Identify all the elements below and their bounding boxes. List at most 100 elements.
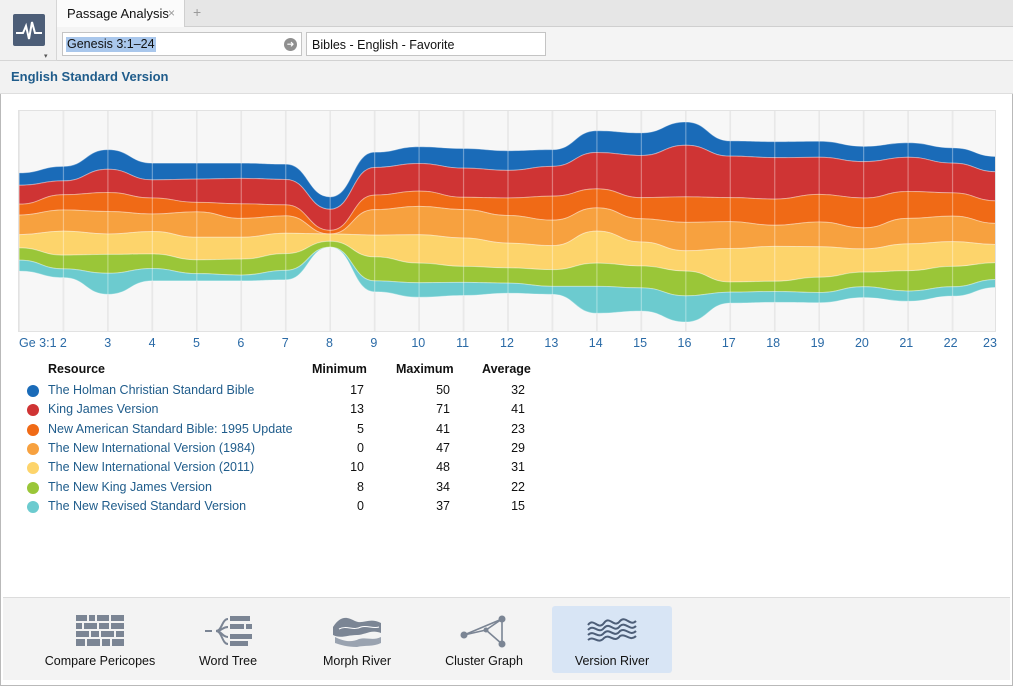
word-tree-button[interactable]: Word Tree bbox=[168, 606, 288, 673]
verse-label[interactable]: 10 bbox=[411, 336, 426, 350]
min-value: 17 bbox=[350, 383, 364, 397]
header-resource: Resource bbox=[48, 362, 105, 376]
max-value: 34 bbox=[436, 479, 450, 494]
add-tab-icon[interactable]: + bbox=[193, 4, 202, 20]
passage-analysis-icon bbox=[13, 14, 45, 46]
version-river-icon bbox=[587, 618, 637, 642]
verse-label[interactable]: 11 bbox=[456, 336, 470, 350]
tab-passage-analysis[interactable]: Passage Analysis × bbox=[57, 0, 185, 27]
max-value: 48 bbox=[436, 460, 450, 475]
verse-label[interactable]: 5 bbox=[192, 336, 200, 350]
collection-input[interactable]: Bibles - English - Favorite bbox=[306, 32, 546, 56]
verse-label[interactable]: 17 bbox=[721, 336, 736, 350]
verse-label[interactable]: 22 bbox=[943, 336, 958, 350]
avg-value: 15 bbox=[511, 498, 525, 513]
tab-label: Passage Analysis bbox=[67, 6, 169, 21]
avg-value: 32 bbox=[511, 383, 525, 397]
verse-label[interactable]: 20 bbox=[854, 336, 869, 350]
min-value: 13 bbox=[350, 402, 364, 417]
avg-value: 29 bbox=[511, 440, 525, 455]
max-value: 37 bbox=[436, 498, 450, 513]
verse-label[interactable]: 15 bbox=[633, 336, 648, 350]
verse-label[interactable]: 21 bbox=[899, 336, 914, 350]
verse-label[interactable]: 3 bbox=[104, 336, 112, 350]
min-value: 0 bbox=[357, 440, 364, 455]
resource-link[interactable]: The Holman Christian Standard Bible bbox=[48, 383, 255, 397]
avg-value: 41 bbox=[511, 402, 525, 417]
section-header: English Standard Version bbox=[0, 61, 1013, 94]
max-value: 47 bbox=[436, 440, 450, 455]
verse-label[interactable]: 13 bbox=[544, 336, 559, 350]
resource-link[interactable]: The New Revised Standard Version bbox=[48, 498, 247, 513]
river-band[interactable] bbox=[19, 144, 996, 231]
header-average: Average bbox=[482, 362, 531, 376]
verse-label[interactable]: 12 bbox=[500, 336, 514, 350]
legend-row: New American Standard Bible: 1995 Update… bbox=[0, 420, 1013, 439]
app-menu-button[interactable]: ▾ bbox=[0, 0, 57, 61]
verse-label[interactable]: Ge 3:1 bbox=[19, 336, 57, 350]
series-color-dot bbox=[27, 385, 39, 397]
resource-link[interactable]: The New International Version (1984) bbox=[48, 440, 256, 455]
series-color-dot bbox=[27, 404, 39, 417]
resource-legend: Resource Minimum Maximum Average The Hol… bbox=[0, 362, 1013, 522]
river-band[interactable] bbox=[19, 246, 996, 323]
max-value: 50 bbox=[436, 383, 450, 397]
analysis-tools-bar: Compare Pericopes Word Tree Morph River bbox=[3, 597, 1010, 680]
tool-label: Compare Pericopes bbox=[44, 654, 156, 668]
river-band[interactable] bbox=[19, 188, 996, 235]
series-color-dot bbox=[27, 442, 39, 455]
header-minimum: Minimum bbox=[312, 362, 367, 376]
verse-label[interactable]: 8 bbox=[326, 336, 334, 350]
version-river-button[interactable]: Version River bbox=[552, 606, 672, 673]
resource-link[interactable]: The New King James Version bbox=[48, 479, 212, 494]
tool-label: Version River bbox=[574, 654, 650, 668]
series-color-dot bbox=[27, 462, 39, 475]
verse-label[interactable]: 9 bbox=[370, 336, 378, 350]
grid-icon bbox=[76, 615, 124, 646]
resource-link[interactable]: King James Version bbox=[48, 402, 159, 417]
tool-label: Morph River bbox=[322, 654, 392, 668]
series-color-dot bbox=[27, 500, 39, 513]
verse-label[interactable]: 18 bbox=[766, 336, 781, 350]
verse-label[interactable]: 23 bbox=[983, 336, 997, 350]
reference-value: Genesis 3:1–24 bbox=[66, 37, 156, 52]
verse-label[interactable]: 4 bbox=[148, 336, 156, 350]
verse-label[interactable]: 7 bbox=[281, 336, 289, 350]
verse-axis: Ge 3:1 2 3 4 5 6 7 8 9 10 11 12 13 14 15 16 17 18 19 20 21 22… bbox=[0, 336, 1013, 352]
tool-label: Word Tree bbox=[198, 654, 258, 668]
resource-link[interactable]: The New International Version (2011) bbox=[48, 460, 255, 475]
word-tree-icon bbox=[205, 616, 252, 646]
legend-row: The New International Version (2011) 10 48… bbox=[0, 458, 1013, 477]
resource-link[interactable]: New American Standard Bible: 1995 Update bbox=[48, 421, 293, 436]
legend-row: The Holman Christian Standard Bible 17 50 3… bbox=[0, 381, 1013, 400]
reference-input[interactable]: Genesis 3:1–24 ➜ bbox=[62, 32, 302, 56]
river-band[interactable] bbox=[19, 121, 996, 210]
morph-river-icon bbox=[333, 617, 381, 647]
avg-value: 22 bbox=[511, 479, 525, 494]
cluster-graph-icon bbox=[460, 615, 506, 648]
legend-row: The New Revised Standard Version 0 37 15 bbox=[0, 497, 1013, 516]
section-title[interactable]: English Standard Version bbox=[11, 69, 169, 84]
close-icon[interactable]: × bbox=[168, 6, 176, 20]
verse-label[interactable]: 2 bbox=[59, 336, 67, 350]
series-color-dot bbox=[27, 481, 39, 494]
compare-pericopes-button[interactable]: Compare Pericopes bbox=[40, 606, 160, 673]
verse-label[interactable]: 14 bbox=[588, 336, 603, 350]
avg-value: 31 bbox=[511, 460, 525, 475]
verse-label[interactable]: 16 bbox=[677, 336, 692, 350]
min-value: 8 bbox=[357, 479, 364, 494]
go-arrow-icon[interactable]: ➜ bbox=[284, 38, 297, 51]
max-value: 41 bbox=[436, 421, 450, 436]
morph-river-button[interactable]: Morph River bbox=[297, 606, 417, 673]
min-value: 10 bbox=[350, 460, 364, 475]
verse-label[interactable]: 19 bbox=[810, 336, 825, 350]
collection-value: Bibles - English - Favorite bbox=[312, 38, 455, 52]
verse-label[interactable]: 6 bbox=[237, 336, 245, 350]
series-color-dot bbox=[27, 423, 39, 436]
toolbar: Genesis 3:1–24 ➜ Bibles - English - Favo… bbox=[57, 27, 1013, 61]
tool-label: Cluster Graph bbox=[445, 654, 523, 668]
cluster-graph-button[interactable]: Cluster Graph bbox=[424, 606, 544, 673]
tab-bar: Passage Analysis × + bbox=[57, 0, 1013, 27]
header-maximum: Maximum bbox=[396, 362, 454, 376]
max-value: 71 bbox=[436, 402, 450, 417]
